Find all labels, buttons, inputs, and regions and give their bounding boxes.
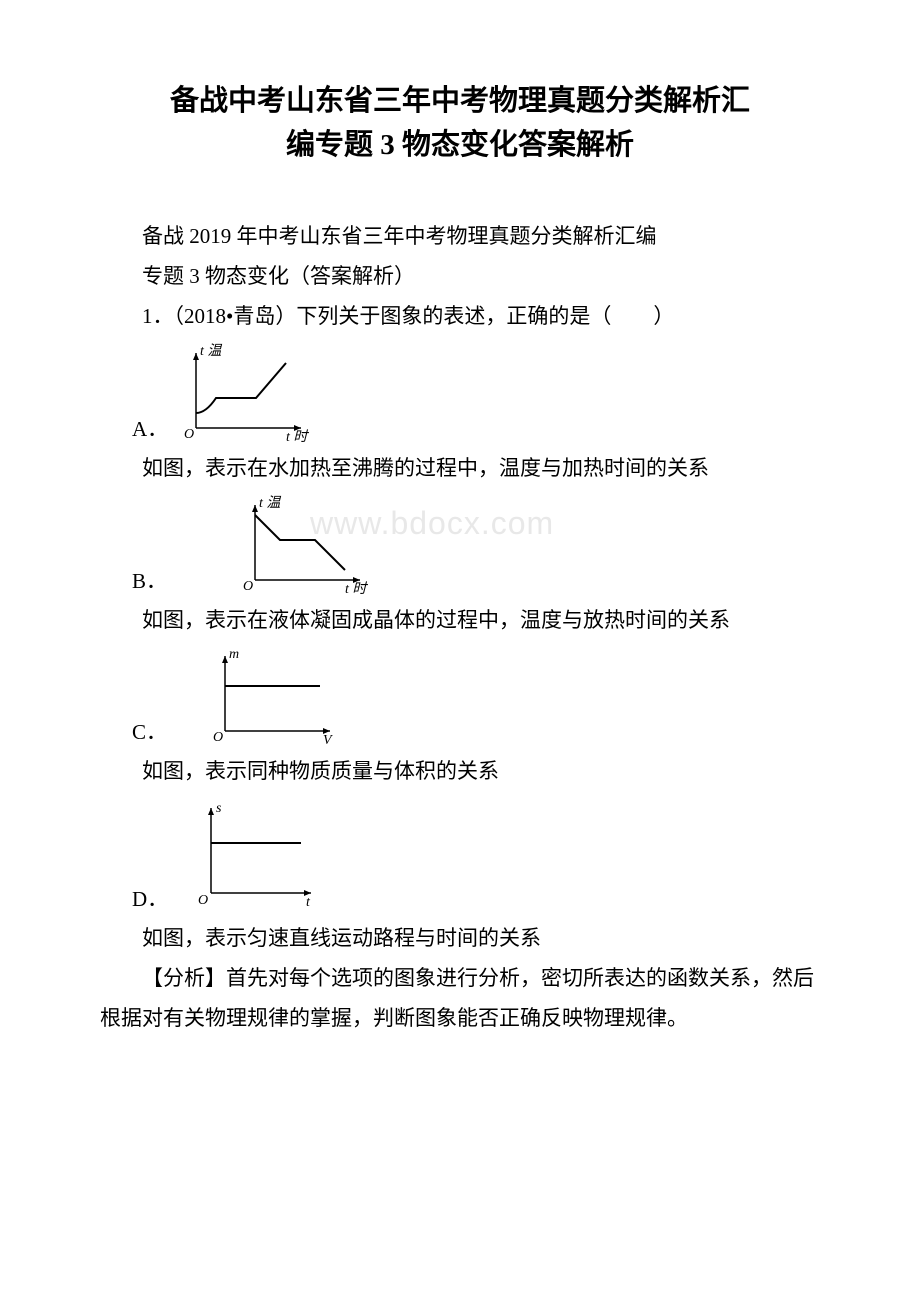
option-b-row: B． O t 温 t 时 xyxy=(132,495,820,595)
option-c-chart: O m V xyxy=(205,646,345,746)
option-d-row: D． O s t xyxy=(132,798,820,913)
option-c-desc: 如图，表示同种物质质量与体积的关系 xyxy=(100,752,820,792)
option-d-desc: 如图，表示匀速直线运动路程与时间的关系 xyxy=(100,919,820,959)
chart-d-origin: O xyxy=(198,893,208,908)
question-number: 1． xyxy=(142,304,174,328)
intro-line-2: 专题 3 物态变化（答案解析） xyxy=(100,257,820,297)
option-a-row: A． O t 温 t 时 xyxy=(132,343,820,443)
question-source: （2018•青岛） xyxy=(174,304,297,328)
chart-c-xlabel: V xyxy=(323,733,333,746)
chart-b-origin: O xyxy=(243,579,253,594)
chart-c-origin: O xyxy=(213,730,223,745)
option-c-row: C． O m V xyxy=(132,646,820,746)
chart-d-ylabel: s xyxy=(216,801,222,816)
chart-a-origin: O xyxy=(184,427,194,442)
document-title: 备战中考山东省三年中考物理真题分类解析汇 编专题 3 物态变化答案解析 xyxy=(100,80,820,167)
option-a-chart: O t 温 t 时 xyxy=(176,343,316,443)
chart-d-xlabel: t xyxy=(306,895,311,910)
option-d-chart: O s t xyxy=(186,798,326,913)
question-stem: 1．（2018•青岛）下列关于图象的表述，正确的是（ ） xyxy=(100,297,820,337)
chart-a-ylabel: t 温 xyxy=(200,343,222,359)
document-content: 备战中考山东省三年中考物理真题分类解析汇 编专题 3 物态变化答案解析 备战 2… xyxy=(100,80,820,1039)
analysis-paragraph: 【分析】首先对每个选项的图象进行分析，密切所表达的函数关系，然后根据对有关物理规… xyxy=(100,959,820,1039)
option-b-container: www.bdocx.com B． O t 温 t 时 xyxy=(100,495,820,595)
title-line-1: 备战中考山东省三年中考物理真题分类解析汇 xyxy=(100,80,820,124)
chart-c-ylabel: m xyxy=(229,647,239,662)
option-a-label: A． xyxy=(132,413,168,443)
option-a-desc: 如图，表示在水加热至沸腾的过程中，温度与加热时间的关系 xyxy=(100,449,820,489)
question-text: 下列关于图象的表述，正确的是（ ） xyxy=(296,304,674,328)
chart-b-ylabel: t 温 xyxy=(259,495,281,511)
option-c-label: C． xyxy=(132,716,167,746)
option-b-label: B． xyxy=(132,565,167,595)
chart-b-xlabel: t 时 xyxy=(345,581,368,595)
chart-a-xlabel: t 时 xyxy=(286,429,309,443)
option-d-label: D． xyxy=(132,883,168,913)
option-b-chart: O t 温 t 时 xyxy=(235,495,375,595)
title-line-2: 编专题 3 物态变化答案解析 xyxy=(100,124,820,168)
analysis-label: 【分析】 xyxy=(142,966,226,990)
option-b-desc: 如图，表示在液体凝固成晶体的过程中，温度与放热时间的关系 xyxy=(100,601,820,641)
intro-line-1: 备战 2019 年中考山东省三年中考物理真题分类解析汇编 xyxy=(100,217,820,257)
